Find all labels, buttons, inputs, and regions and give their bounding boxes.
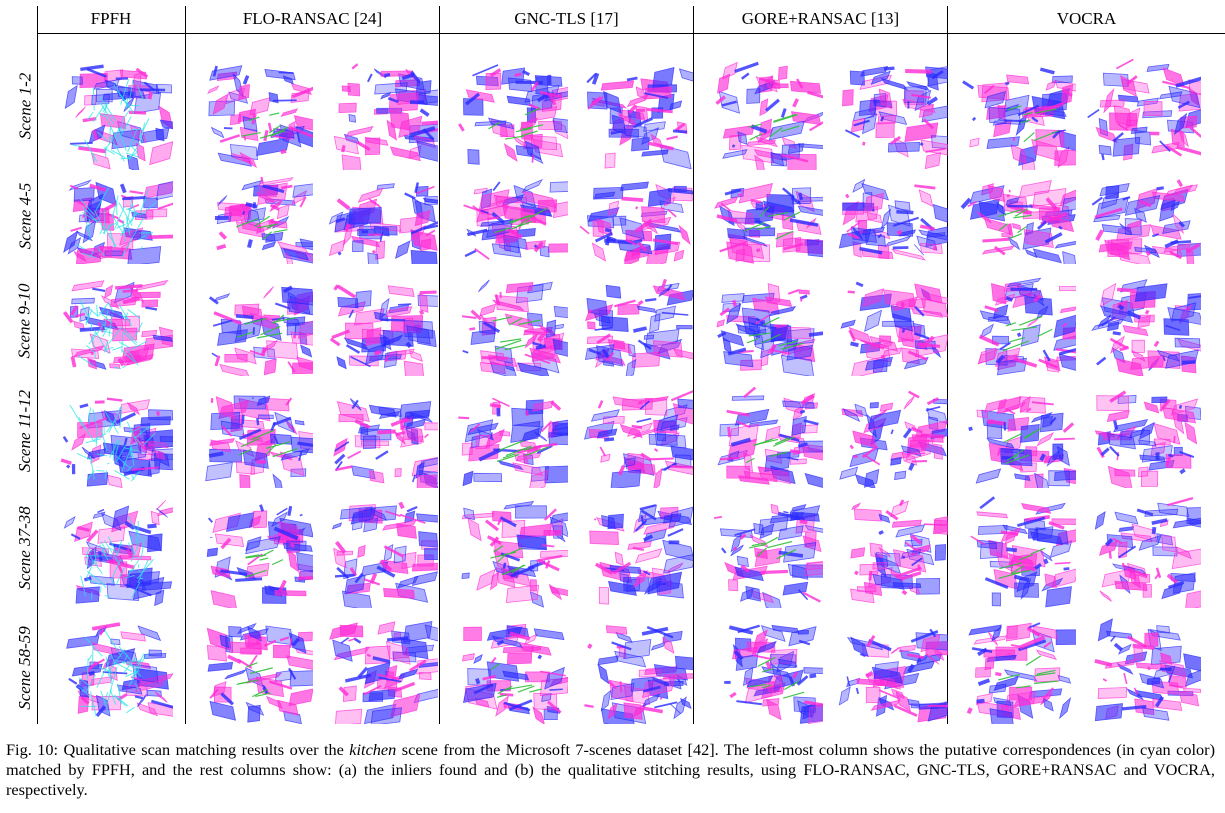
point-cloud-panel-gnc-tls-17-scene-58-59-stitching: [584, 625, 693, 724]
caption-suffix: scene from the Microsoft 7-scenes datase…: [6, 740, 1216, 799]
point-cloud-panel-flo-ransac-24-scene-1-2-inliers: [207, 65, 313, 168]
point-cloud-panel-flo-ransac-24-scene-9-10-stitching: [329, 284, 438, 376]
column-divider: [947, 6, 948, 724]
point-cloud-panel-vocra-scene-1-2-stitching: [1087, 58, 1201, 161]
column-divider: [693, 6, 694, 724]
point-cloud-panel-gore-ransac-13-scene-58-59-inliers: [724, 624, 823, 724]
column-header-vocra: VOCRA: [1056, 9, 1117, 28]
point-cloud-panel-gore-ransac-13-scene-37-38-inliers: [713, 503, 823, 608]
point-cloud-panel-vocra-scene-4-5-stitching: [1091, 179, 1201, 264]
column-header-gore-ransac: GORE+RANSAC [13]: [741, 9, 900, 28]
point-cloud-panel-gore-ransac-13-scene-4-5-inliers: [714, 183, 823, 264]
figure-caption: Fig. 10: Qualitative scan matching resul…: [6, 740, 1215, 800]
point-cloud-panel-gnc-tls-17-scene-1-2-stitching: [586, 66, 693, 170]
point-cloud-panel-vocra-scene-1-2-inliers: [962, 67, 1076, 170]
point-cloud-panel-gnc-tls-17-scene-11-12-stitching: [584, 390, 693, 488]
point-cloud-panel-gore-ransac-13-scene-37-38-stitching: [850, 499, 948, 604]
point-cloud-panel-gore-ransac-13-scene-9-10-inliers: [716, 283, 823, 376]
caption-prefix: Fig. 10: Qualitative scan matching resul…: [6, 740, 350, 759]
point-cloud-panel-vocra-scene-11-12-inliers: [968, 396, 1076, 488]
point-cloud-panel-flo-ransac-24-scene-1-2-stitching: [333, 63, 438, 170]
point-cloud-panel-vocra-scene-37-38-stitching: [1094, 497, 1201, 608]
point-cloud-panel-vocra-scene-58-59-inliers: [966, 622, 1076, 724]
caption-emphasis: kitchen: [349, 740, 397, 759]
point-cloud-panel-flo-ransac-24-scene-37-38-stitching: [331, 501, 438, 608]
point-cloud-panel-fpfh-scene-9-10-correspondences: [62, 279, 173, 370]
point-cloud-panel-fpfh-scene-4-5-correspondences: [63, 179, 173, 264]
point-cloud-panel-gore-ransac-13-scene-1-2-stitching: [842, 65, 948, 170]
column-header-flo-ransac: FLO-RANSAC [24]: [242, 9, 383, 28]
point-cloud-panel-gnc-tls-17-scene-58-59-inliers: [461, 623, 568, 724]
point-cloud-panel-vocra-scene-4-5-inliers: [960, 179, 1076, 264]
point-cloud-panel-vocra-scene-9-10-inliers: [977, 277, 1076, 376]
header-divider: [37, 33, 1225, 34]
point-cloud-panel-flo-ransac-24-scene-58-59-stitching: [329, 621, 438, 724]
row-label-scene-1-2: Scene 1-2: [15, 72, 34, 140]
point-cloud-panel-gnc-tls-17-scene-11-12-inliers: [458, 397, 568, 488]
point-cloud-panel-vocra-scene-11-12-stitching: [1094, 390, 1201, 488]
column-header-fpfh: FPFH: [90, 9, 132, 28]
point-cloud-panel-flo-ransac-24-scene-11-12-inliers: [205, 395, 313, 488]
point-cloud-panel-gore-ransac-13-scene-9-10-stitching: [840, 281, 948, 376]
point-cloud-panel-gnc-tls-17-scene-4-5-stitching: [579, 181, 693, 264]
point-cloud-panel-flo-ransac-24-scene-9-10-inliers: [208, 285, 313, 376]
column-header-gnc-tls: GNC-TLS [17]: [514, 9, 619, 28]
point-cloud-panel-flo-ransac-24-scene-58-59-inliers: [206, 622, 313, 724]
column-divider: [439, 6, 440, 724]
point-cloud-panel-flo-ransac-24-scene-4-5-inliers: [214, 176, 313, 264]
point-cloud-panel-gnc-tls-17-scene-4-5-inliers: [463, 178, 568, 260]
point-cloud-panel-gnc-tls-17-scene-1-2-inliers: [458, 64, 568, 165]
point-cloud-panel-gnc-tls-17-scene-37-38-inliers: [461, 500, 568, 608]
point-cloud-panel-fpfh-scene-58-59-correspondences: [66, 622, 173, 718]
point-cloud-panel-gore-ransac-13-scene-1-2-inliers: [715, 61, 823, 170]
point-cloud-panel-gore-ransac-13-scene-11-12-stitching: [839, 390, 948, 488]
row-label-scene-4-5: Scene 4-5: [15, 182, 34, 250]
figure-grid: FPFH FLO-RANSAC [24] GNC-TLS [17] GORE+R…: [15, 6, 1225, 724]
point-cloud-panel-flo-ransac-24-scene-4-5-stitching: [328, 182, 438, 264]
point-cloud-panel-fpfh-scene-1-2-correspondences: [64, 64, 173, 170]
column-divider: [37, 6, 38, 724]
point-cloud-panel-vocra-scene-58-59-stitching: [1094, 618, 1201, 722]
point-cloud-panel-fpfh-scene-11-12-correspondences: [60, 397, 173, 488]
point-cloud-panel-flo-ransac-24-scene-37-38-inliers: [206, 504, 313, 608]
row-label-scene-11-12: Scene 11-12: [15, 389, 35, 473]
point-cloud-panel-vocra-scene-37-38-inliers: [970, 496, 1076, 608]
row-label-scene-37-38: Scene 37-38: [15, 506, 34, 590]
row-label-scene-58-59: Scene 58-59: [15, 626, 34, 710]
point-cloud-panel-gore-ransac-13-scene-4-5-stitching: [838, 178, 948, 261]
point-cloud-panel-gnc-tls-17-scene-9-10-inliers: [462, 279, 568, 376]
point-cloud-panel-gore-ransac-13-scene-11-12-inliers: [717, 386, 823, 488]
point-cloud-panel-fpfh-scene-37-38-correspondences: [63, 500, 173, 607]
point-cloud-panel-gnc-tls-17-scene-9-10-stitching: [584, 278, 693, 376]
point-cloud-panel-vocra-scene-9-10-stitching: [1091, 279, 1201, 376]
column-divider: [185, 6, 186, 724]
point-cloud-panel-gnc-tls-17-scene-37-38-stitching: [589, 504, 693, 605]
row-label-scene-9-10: Scene 9-10: [15, 283, 34, 359]
point-cloud-panel-gore-ransac-13-scene-58-59-stitching: [838, 628, 948, 723]
point-cloud-panel-flo-ransac-24-scene-11-12-stitching: [333, 398, 438, 488]
